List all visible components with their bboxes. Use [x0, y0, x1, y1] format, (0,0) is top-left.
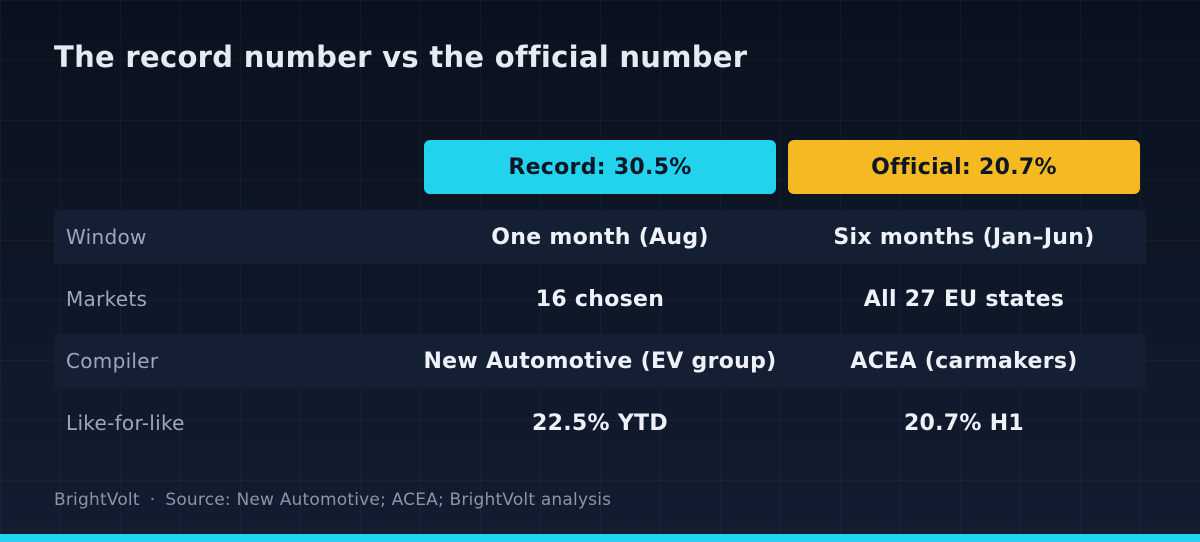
record-cell: New Automotive (EV group) — [423, 348, 777, 374]
brand-name: BrightVolt — [54, 490, 140, 510]
record-cell: 16 chosen — [535, 286, 665, 312]
record-header-badge: Record: 30.5% — [424, 140, 776, 194]
source-footer: BrightVolt · Source: New Automotive; ACEA;… — [54, 490, 611, 510]
record-cell: One month (Aug) — [491, 224, 709, 250]
official-cell: All 27 EU states — [863, 286, 1065, 312]
row-label: Window — [66, 225, 147, 249]
official-cell: ACEA (carmakers) — [850, 348, 1078, 374]
table-row-like-for-like: Like-for-like 22.5% YTD 20.7% H1 — [54, 396, 1146, 450]
official-cell: 20.7% H1 — [903, 410, 1025, 436]
official-header-badge: Official: 20.7% — [788, 140, 1140, 194]
footer-separator: · — [149, 490, 156, 510]
record-cell: 22.5% YTD — [532, 410, 668, 436]
row-label: Like-for-like — [66, 411, 185, 435]
table-row-markets: Markets 16 chosen All 27 EU states — [54, 272, 1146, 326]
table-row-window: Window One month (Aug) Six months (Jan–J… — [54, 210, 1146, 264]
table-row-compiler: Compiler New Automotive (EV group) ACEA … — [54, 334, 1146, 388]
row-label: Compiler — [66, 349, 159, 373]
official-cell: Six months (Jan–Jun) — [833, 224, 1095, 250]
page-title: The record number vs the official number — [54, 40, 748, 74]
source-text: Source: New Automotive; ACEA; BrightVolt… — [165, 490, 612, 510]
accent-bar — [0, 534, 1200, 542]
row-label: Markets — [66, 287, 148, 311]
